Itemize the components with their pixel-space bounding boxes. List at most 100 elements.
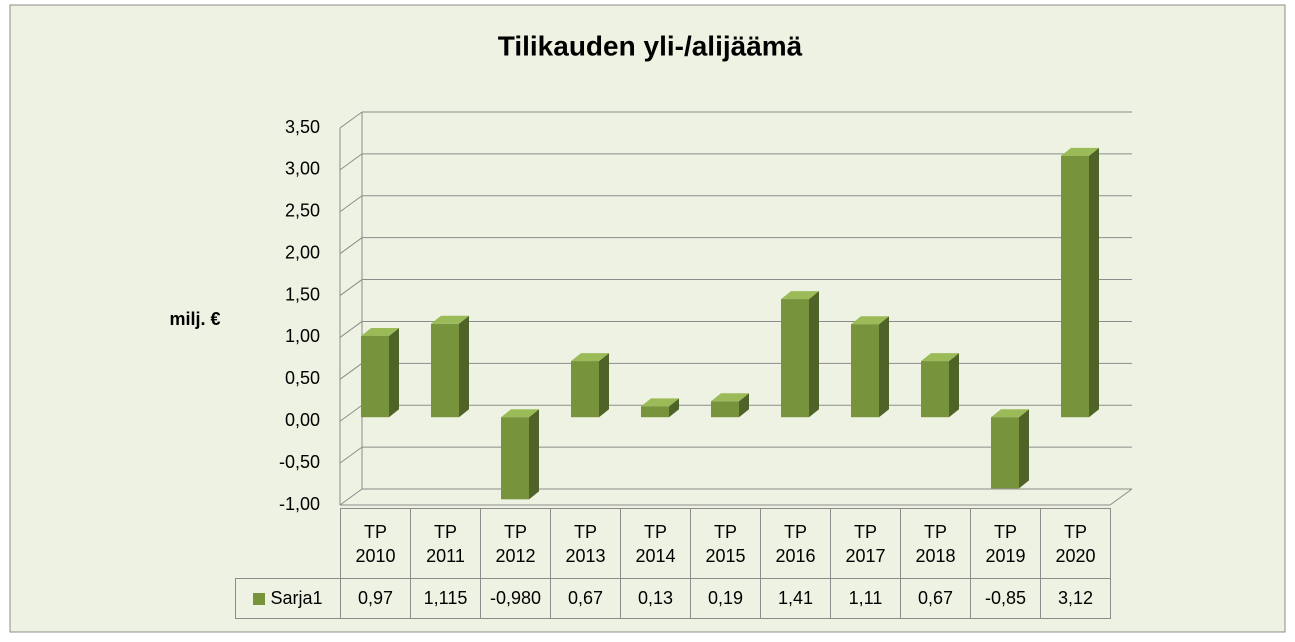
data-label: 1,11 [830,578,901,619]
legend-swatch [253,592,266,605]
bar-front [571,361,599,418]
bar [851,316,889,418]
data-label: 1,115 [410,578,481,619]
bar-top [991,409,1029,418]
legend-entry: Sarja1 [235,578,341,619]
bar [361,327,399,418]
floor-right [1109,488,1133,506]
bar-side [809,291,819,418]
bar-side [949,353,959,418]
data-label-text: 1,41 [777,588,814,608]
x-tick-label: TP 2013 [550,508,621,579]
grid-line-side [339,362,363,380]
x-tick-label: TP 2016 [760,508,831,579]
grid-line-side [339,111,363,129]
data-label: 0,67 [550,578,621,619]
bar-top [641,398,679,407]
bar-top [1061,147,1099,156]
x-tick-label: TP 2011 [410,508,481,579]
bar-side [389,327,399,418]
x-tick-label-text: TP 2019 [985,521,1026,566]
bar-front [501,417,529,500]
bar-top [361,327,399,336]
bar-front [991,417,1019,489]
data-label: -0,980 [480,578,551,619]
grid-line-side [339,195,363,213]
data-label: 0,97 [340,578,411,619]
bar-side [739,393,749,418]
bar-front [361,335,389,418]
x-tick-label-text: TP 2016 [775,521,816,566]
grid-line-side [339,279,363,296]
bar-front [431,323,459,418]
bar-front [711,401,739,418]
bar-side [1089,147,1099,418]
legend-label: Sarja1 [270,588,323,608]
y-tick-label: -0,50 [279,452,320,472]
grid-line-side [339,153,363,171]
bar-side [529,409,539,500]
data-label: 3,12 [1040,578,1111,619]
data-label-text: 0,19 [707,588,744,608]
bar [921,353,959,418]
data-label-text: -0,980 [489,588,542,608]
bar-side [459,315,469,418]
x-tick-label: TP 2017 [830,508,901,579]
grid-line-side [339,237,363,255]
data-label-text: 0,97 [357,588,394,608]
x-tick-label-text: TP 2012 [495,521,536,566]
bar-top [431,315,469,324]
data-label: 0,19 [690,578,761,619]
bar-top [711,393,749,402]
grid-line-side [339,488,363,506]
bar [571,353,609,418]
chart-title: Tilikauden yli-/alijäämä [498,30,803,61]
grid-line-side [339,446,363,464]
x-tick-label-text: TP 2020 [1055,521,1096,566]
bar-side [669,398,679,418]
bar-side [1019,409,1029,489]
data-label-text: 0,13 [637,588,674,608]
data-label-text: -0,85 [984,588,1027,608]
bar [781,291,819,418]
bar [501,409,539,500]
bar [991,409,1029,489]
y-tick-label: 3,50 [285,117,320,137]
bar-top [781,291,819,300]
x-tick-label: TP 2012 [480,508,551,579]
data-label: -0,85 [970,578,1041,619]
y-tick-label: 2,00 [285,242,320,262]
grid-line-side [339,404,363,422]
x-tick-label: TP 2020 [1040,508,1111,579]
x-tick-label-text: TP 2010 [355,521,396,566]
x-tick-label: TP 2015 [690,508,761,579]
x-tick-label-text: TP 2017 [845,521,886,566]
x-tick-label-text: TP 2018 [915,521,956,566]
data-label-text: 0,67 [567,588,604,608]
bar-front [781,299,809,418]
bar-side [599,353,609,418]
bar-side [879,316,889,418]
y-tick-label: 1,50 [285,284,320,304]
data-label-text: 0,67 [917,588,954,608]
data-label-text: 3,12 [1057,588,1094,608]
y-tick-label: 0,50 [285,368,320,388]
bar-front [851,324,879,418]
bar-front [641,406,669,418]
y-axis-label: milj. € [169,309,220,329]
data-label: 0,13 [620,578,691,619]
y-tick-label: 1,00 [285,326,320,346]
data-label-text: 1,115 [423,588,468,608]
x-tick-label-text: TP 2013 [565,521,606,566]
y-tick-label: -1,00 [279,494,320,514]
bar [641,398,679,418]
x-tick-label-text: TP 2015 [705,521,746,566]
data-label-text: 1,11 [848,588,883,608]
bar [1061,147,1099,418]
x-tick-label: TP 2014 [620,508,691,579]
y-tick-label: 0,00 [285,410,320,430]
data-label: 1,41 [760,578,831,619]
bar-front [921,361,949,418]
